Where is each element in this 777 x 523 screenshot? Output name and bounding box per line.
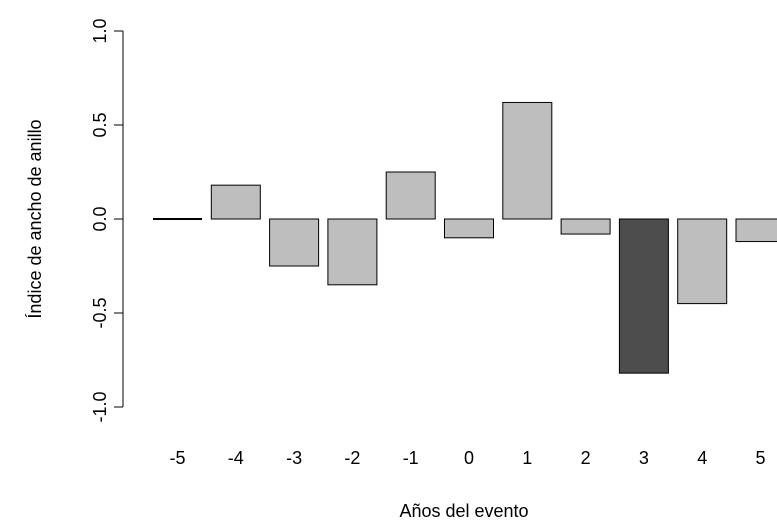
x-tick-label: -3 [286, 448, 302, 468]
bars [153, 101, 777, 374]
y-tick-label: 1.0 [90, 18, 110, 43]
bar [210, 184, 261, 220]
x-axis-title: Años del evento [399, 501, 528, 521]
x-tick-label: 4 [697, 448, 707, 468]
x-tick-label: 0 [464, 448, 474, 468]
bar [327, 218, 378, 286]
x-tick-label: -2 [344, 448, 360, 468]
bar [560, 218, 611, 235]
y-tick-label: 0.5 [90, 112, 110, 137]
bar [735, 218, 777, 243]
bar [269, 218, 320, 267]
y-tick-label: -1.0 [90, 391, 110, 422]
x-tick-label: 1 [522, 448, 532, 468]
x-tick-label: 2 [581, 448, 591, 468]
x-tick-labels: -5 -4 -3 -2 -1 0 1 2 3 4 5 [169, 448, 765, 468]
x-tick-label: 3 [639, 448, 649, 468]
y-axis-title: Índice de ancho de anillo [25, 119, 45, 318]
x-tick-label: -5 [169, 448, 185, 468]
bar [618, 218, 669, 374]
y-tick-label: -0.5 [90, 297, 110, 328]
y-tick-label: 0.0 [90, 206, 110, 231]
bar [502, 101, 553, 220]
bar [677, 218, 728, 305]
bar [385, 171, 436, 220]
x-tick-label: -1 [403, 448, 419, 468]
y-axis: -1.0 -0.5 0.0 0.5 1.0 [90, 18, 124, 423]
x-tick-label: -4 [228, 448, 244, 468]
bar [444, 218, 494, 239]
x-tick-label: 5 [755, 448, 765, 468]
